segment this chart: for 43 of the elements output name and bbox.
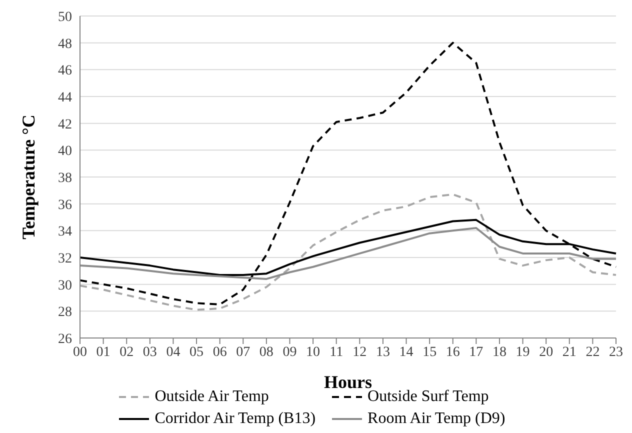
x-tick-label: 01 xyxy=(96,344,110,360)
x-tick-label: 03 xyxy=(142,344,157,360)
x-tick-label: 08 xyxy=(259,344,274,360)
y-tick-label: 42 xyxy=(58,117,72,132)
line-series xyxy=(79,193,617,311)
legend-label: Corridor Air Temp (B13) xyxy=(154,410,316,428)
x-tick-label: 16 xyxy=(446,344,460,360)
y-tick-label: 26 xyxy=(58,332,72,347)
y-tick-label: 44 xyxy=(58,90,72,106)
x-tick-label: 11 xyxy=(330,344,344,360)
x-tick-label: 21 xyxy=(562,344,576,360)
x-tick-label: 05 xyxy=(190,344,204,360)
x-tick-label: 10 xyxy=(306,344,320,360)
x-tick-label: 18 xyxy=(492,344,506,360)
line-series xyxy=(79,42,617,306)
y-tick-label: 30 xyxy=(58,278,72,294)
y-axis-title: Temperature °C xyxy=(18,114,38,240)
y-tick-label: 28 xyxy=(58,305,72,320)
x-tick-label: 07 xyxy=(236,344,250,360)
y-tick-label: 48 xyxy=(58,36,72,52)
x-tick-label: 23 xyxy=(609,344,623,360)
y-tick-label: 34 xyxy=(58,224,72,240)
x-tick-label: 13 xyxy=(376,344,390,360)
x-tick-label: 09 xyxy=(282,344,297,360)
x-tick-label: 15 xyxy=(422,344,437,360)
y-tick-label: 46 xyxy=(58,64,72,79)
y-tick-label: 50 xyxy=(58,10,72,25)
x-tick-label: 19 xyxy=(516,344,530,360)
legend-label: Outside Air Temp xyxy=(154,388,269,406)
x-tick-label: 00 xyxy=(73,344,87,360)
x-tick-label: 04 xyxy=(166,344,180,360)
y-tick-label: 40 xyxy=(58,144,72,160)
y-tick-label: 32 xyxy=(58,251,72,266)
x-tick-label: 06 xyxy=(212,344,227,360)
y-tick-label: 38 xyxy=(58,170,72,186)
x-tick-label: 17 xyxy=(469,344,484,360)
x-tick-label: 20 xyxy=(539,344,554,360)
legend-label: Room Air Temp (D9) xyxy=(368,410,506,428)
x-tick-label: 14 xyxy=(399,344,414,360)
x-tick-label: 02 xyxy=(120,344,134,360)
x-tick-label: 12 xyxy=(352,344,367,360)
x-tick-label: 22 xyxy=(586,344,600,360)
y-tick-label: 36 xyxy=(58,198,72,213)
